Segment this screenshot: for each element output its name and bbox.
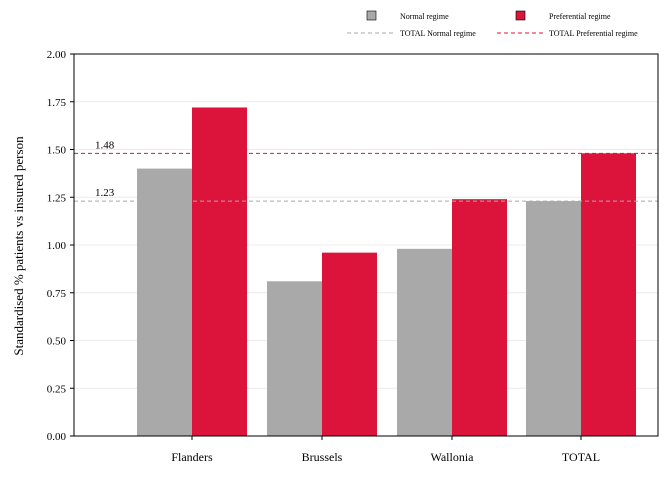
bar-brussels-normal xyxy=(267,281,322,436)
x-tick-label-total: TOTAL xyxy=(562,450,600,464)
legend-preferential-regime-swatch xyxy=(515,10,526,21)
bar-total-preferential xyxy=(581,153,636,436)
bar-wallonia-normal xyxy=(397,248,452,436)
y-tick-label: 0.25 xyxy=(47,383,67,395)
legend-normal-regime-swatch xyxy=(366,10,377,21)
bar-flanders-preferential xyxy=(192,107,247,436)
bar-total-normal xyxy=(526,201,581,436)
y-tick-label: 1.00 xyxy=(47,240,67,252)
bars xyxy=(137,107,636,436)
legend-preferential-regime-label: Preferential regime xyxy=(549,12,611,21)
y-tick-label: 1.75 xyxy=(47,97,67,109)
y-axis-title: Standardised % patients vs insured perso… xyxy=(11,136,26,356)
bar-wallonia-preferential xyxy=(452,199,507,436)
y-tick-label: 0.50 xyxy=(47,336,67,348)
x-tick-label-flanders: Flanders xyxy=(171,450,213,464)
legend: Normal regime Preferential regime TOTAL No… xyxy=(347,10,638,38)
y-tick-label: 1.50 xyxy=(47,145,67,157)
y-tick-label: 1.25 xyxy=(47,192,67,204)
x-tick-label-wallonia: Wallonia xyxy=(430,450,474,464)
x-axis-ticks: Flanders Brussels Wallonia TOTAL xyxy=(171,436,600,464)
y-tick-label: 0.00 xyxy=(47,431,67,443)
legend-total-normal-label: TOTAL Normal regime xyxy=(400,29,476,38)
y-tick-label: 0.75 xyxy=(47,288,67,300)
y-axis-ticks: 0.00 0.25 0.50 0.75 1.00 1.25 1.50 1.75 2.00 xyxy=(47,49,74,443)
reference-label-total-normal: 1.23 xyxy=(95,187,115,199)
reference-lines: 1.23 1.48 xyxy=(74,139,658,202)
legend-total-preferential-label: TOTAL Preferential regime xyxy=(549,29,638,38)
x-tick-label-brussels: Brussels xyxy=(302,450,343,464)
bar-brussels-preferential xyxy=(322,252,377,436)
legend-normal-regime-label: Normal regime xyxy=(400,12,449,21)
y-tick-label: 2.00 xyxy=(47,49,67,61)
bar-flanders-normal xyxy=(137,168,192,436)
reference-label-total-preferential: 1.48 xyxy=(95,139,115,151)
